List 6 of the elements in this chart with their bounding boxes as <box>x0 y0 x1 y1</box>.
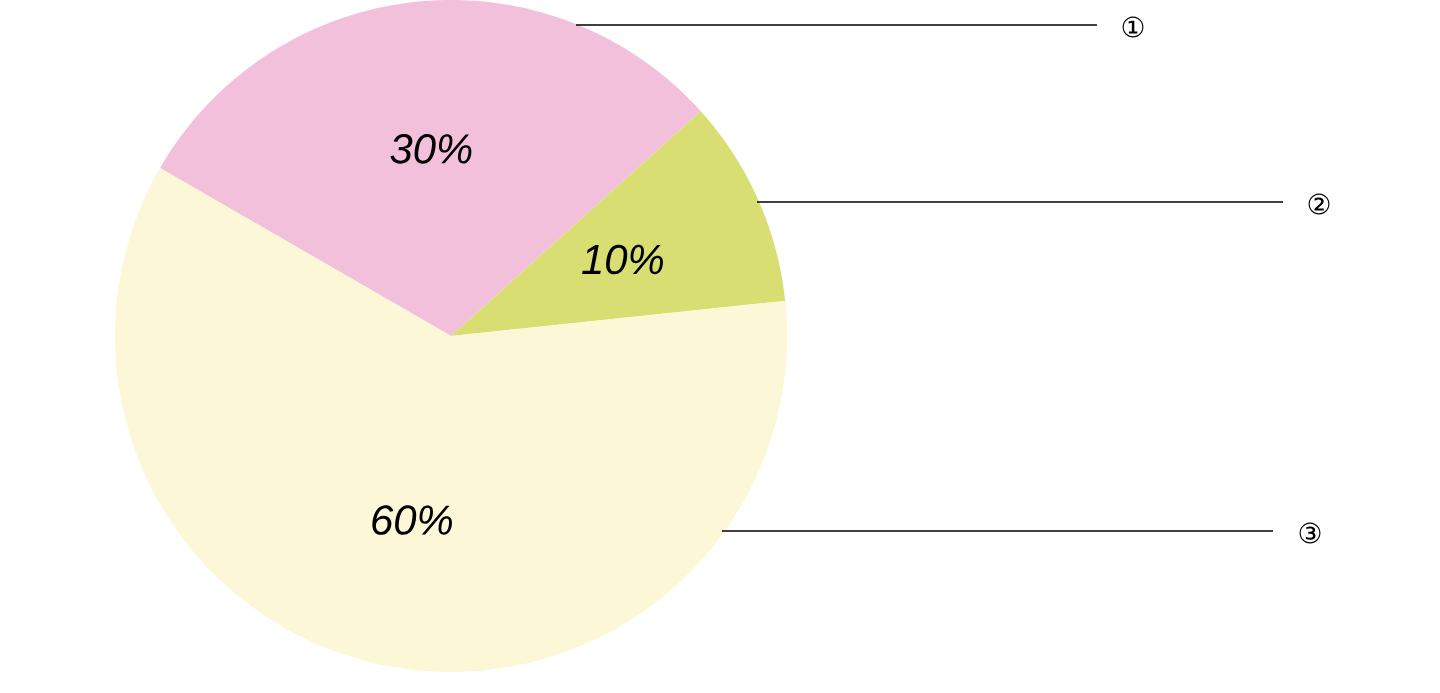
data-label: 60% <box>372 505 452 535</box>
slice-label: ③ <box>1299 522 1321 544</box>
data-label: 30% <box>390 134 472 164</box>
slice-label: ① <box>1122 16 1144 38</box>
data-label: 10% <box>582 244 663 275</box>
slice-label: ② <box>1308 193 1330 215</box>
